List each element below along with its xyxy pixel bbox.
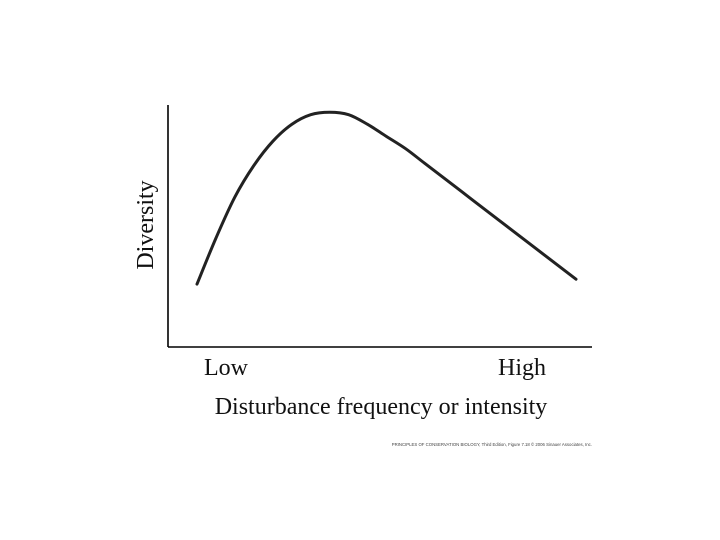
y-axis-label: Diversity	[133, 180, 159, 269]
series-line	[195, 110, 578, 286]
x-tick-label-low: Low	[204, 355, 249, 381]
x-tick-label-high: High	[498, 355, 546, 381]
figure-caption: PRINCIPLES OF CONSERVATION BIOLOGY, Thir…	[392, 442, 592, 447]
x-axis-label: Disturbance frequency or intensity	[215, 394, 548, 420]
